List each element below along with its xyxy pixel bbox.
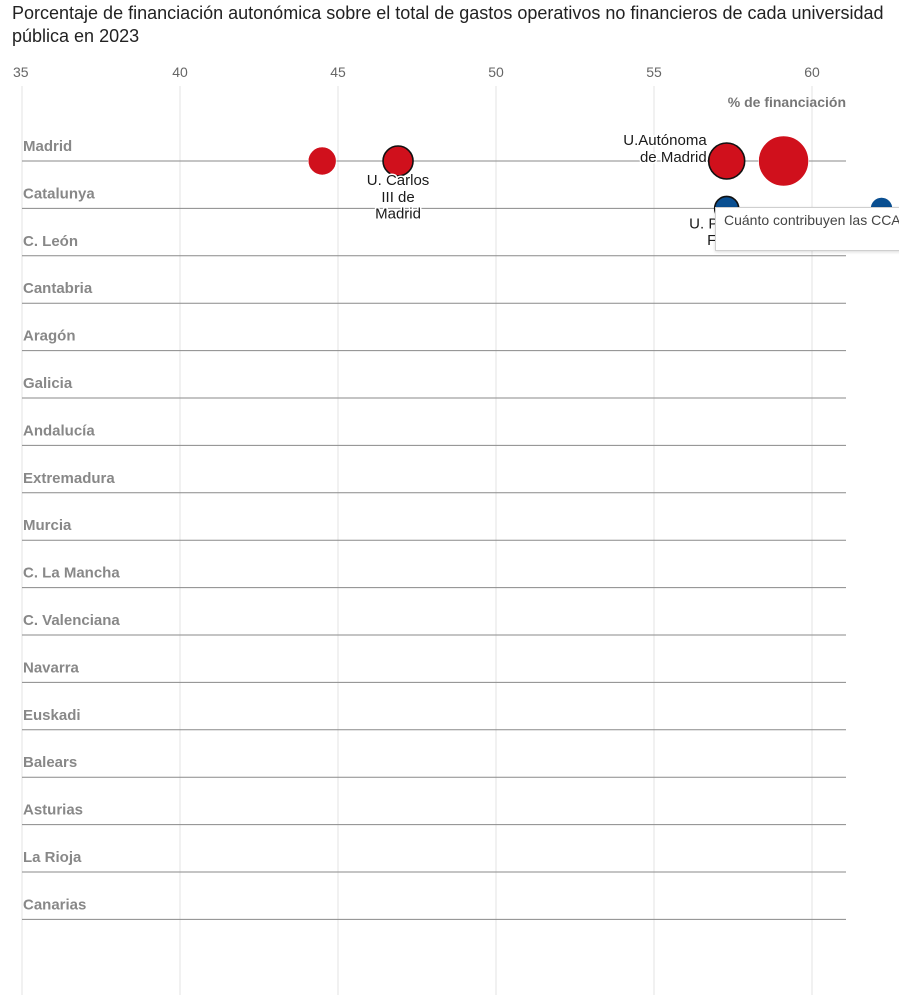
row-label: Euskadi bbox=[23, 707, 81, 724]
x-tick-label: 40 bbox=[172, 64, 188, 80]
university-label: U. Carlos III de Madrid bbox=[367, 172, 430, 223]
row-label: Asturias bbox=[23, 802, 83, 819]
row-label: C. La Mancha bbox=[23, 565, 120, 582]
x-tick-label: 50 bbox=[488, 64, 504, 80]
row-label: Extremadura bbox=[23, 470, 115, 487]
chart-title: Porcentaje de financiación autonómica so… bbox=[12, 3, 884, 46]
x-tick-label: 45 bbox=[330, 64, 346, 80]
row-label: Navarra bbox=[23, 659, 80, 676]
university-label: U.Autónoma de Madrid bbox=[623, 132, 707, 166]
row-label: C. Valenciana bbox=[23, 612, 120, 629]
row-label: Murcia bbox=[23, 517, 72, 534]
x-axis-title: % de financiación bbox=[728, 94, 846, 110]
row-label: Andalucía bbox=[23, 422, 95, 439]
x-tick-label: 35 bbox=[13, 64, 29, 80]
row-label: Balears bbox=[23, 754, 77, 771]
x-tick-label: 60 bbox=[804, 64, 820, 80]
bubble[interactable] bbox=[758, 135, 809, 187]
tooltip: Cuánto contribuyen las CCAA a cada unive… bbox=[715, 207, 899, 251]
row-label: La Rioja bbox=[23, 849, 82, 866]
bubble[interactable] bbox=[382, 145, 414, 177]
x-tick-label: 55 bbox=[646, 64, 662, 80]
row-label: Cantabria bbox=[23, 280, 93, 297]
bubble[interactable] bbox=[707, 142, 746, 180]
row-label: Catalunya bbox=[23, 185, 95, 202]
row-label: Aragón bbox=[23, 328, 76, 345]
row-label: C. León bbox=[23, 233, 78, 250]
bubble[interactable] bbox=[307, 146, 337, 176]
row-label: Galicia bbox=[23, 375, 73, 392]
row-label: Canarias bbox=[23, 896, 86, 913]
row-label: Madrid bbox=[23, 138, 72, 155]
